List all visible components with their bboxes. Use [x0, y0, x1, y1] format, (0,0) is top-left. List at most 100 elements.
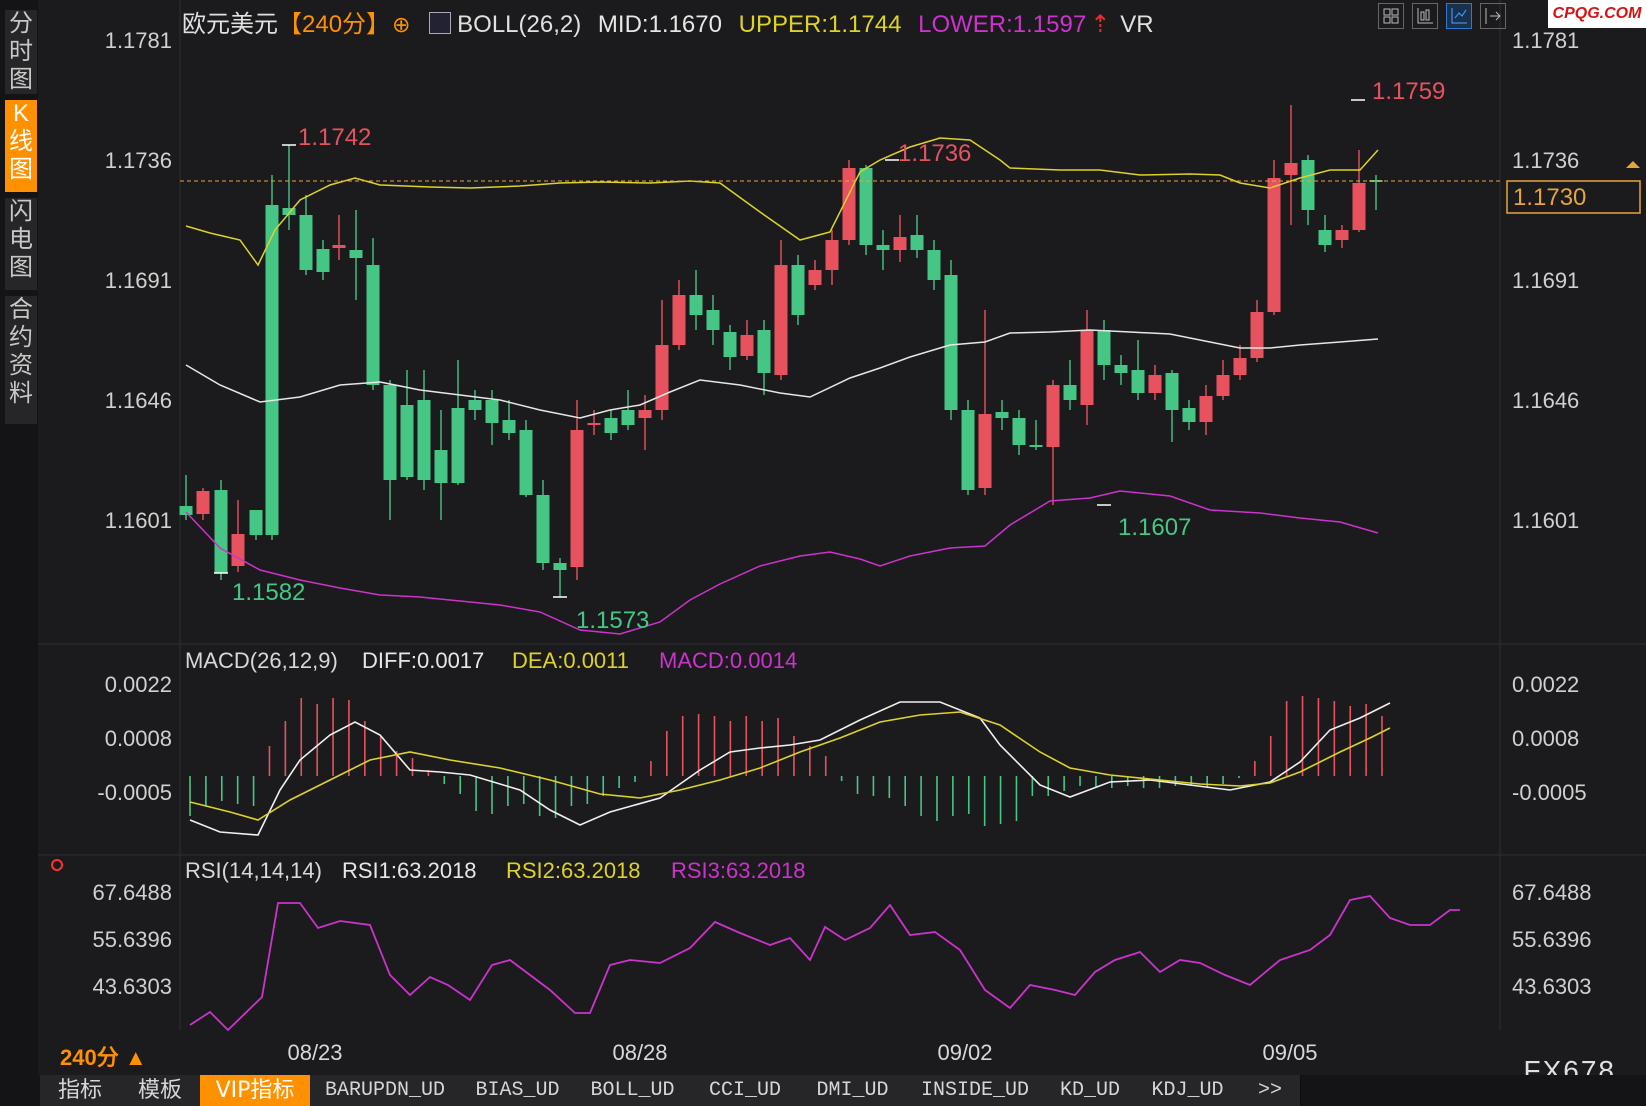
- indicator-tab[interactable]: BARUPDN_UD: [310, 1075, 461, 1106]
- macd-tick: 0.0008: [105, 726, 172, 751]
- crosshair-icon[interactable]: ⊕: [392, 12, 411, 37]
- extreme-label: 1.1573: [576, 607, 649, 634]
- indicator-tab-bar: 指标 模板 VIP指标 BARUPDN_UD BIAS_UD BOLL_UD CCI_UD D…: [0, 1075, 1646, 1106]
- grid-view-icon[interactable]: [1378, 3, 1404, 29]
- macd-value: MACD:0.0014: [659, 648, 797, 673]
- extreme-label: 1.1582: [232, 579, 305, 606]
- candle-body: [502, 420, 516, 433]
- rsi-line: [189, 895, 1460, 1032]
- candle-body: [706, 310, 720, 330]
- candle-body: [995, 412, 1009, 418]
- indicator-tab[interactable]: CCI_UD: [690, 1075, 801, 1106]
- macd-dea-line: [189, 711, 1391, 821]
- rsi-3: RSI3:63.2018: [671, 858, 806, 883]
- candle-body: [265, 205, 279, 535]
- rsi-tick: 67.6488: [92, 880, 172, 905]
- macd-tick: 0.0022: [1512, 672, 1579, 697]
- arrow-up-icon: ⇡: [1090, 11, 1111, 38]
- k-chart-icon[interactable]: [1446, 3, 1472, 29]
- price-tick: 1.1781: [105, 28, 172, 53]
- rsi-2: RSI2:63.2018: [506, 858, 641, 883]
- period-indicator[interactable]: 240分 ▲: [60, 1045, 147, 1070]
- vr-label[interactable]: VR: [1120, 11, 1154, 38]
- indicator-icon[interactable]: [429, 11, 452, 34]
- candle-body: [978, 414, 992, 488]
- tab-k-chart[interactable]: K线图: [5, 100, 37, 192]
- candle-body: [299, 215, 313, 270]
- candle-body: [1199, 396, 1213, 422]
- tab-time-chart[interactable]: 分时图: [5, 10, 37, 94]
- extreme-label: 1.1736: [898, 140, 971, 167]
- candle-body: [825, 240, 839, 270]
- rsi-tick: 55.6396: [1512, 927, 1592, 952]
- price-tick: 1.1601: [1512, 508, 1579, 533]
- candle-body: [1318, 230, 1332, 245]
- indicator-tab[interactable]: 模板: [120, 1075, 201, 1106]
- price-tick: 1.1736: [105, 148, 172, 173]
- candle-body: [553, 563, 567, 570]
- candle-body: [1046, 385, 1060, 447]
- indicator-tab[interactable]: INSIDE_UD: [905, 1075, 1046, 1106]
- candle-body: [485, 400, 499, 423]
- boll-mid: MID:1.1670: [597, 11, 722, 38]
- candle-body: [383, 385, 397, 480]
- candle-body: [1352, 183, 1366, 230]
- symbol-name: 欧元美元: [182, 11, 278, 38]
- chart-view-icon[interactable]: [1412, 3, 1438, 29]
- candle-body: [417, 400, 431, 480]
- indicator-tab[interactable]: BIAS_UD: [460, 1075, 576, 1106]
- candle-body: [638, 410, 652, 418]
- macd-tick: 0.0022: [105, 672, 172, 697]
- candle-body: [774, 265, 788, 375]
- candle-body: [366, 265, 380, 385]
- indicator-tab[interactable]: VIP指标: [200, 1075, 311, 1106]
- candle-body: [621, 410, 635, 425]
- candle-body: [179, 506, 193, 515]
- current-price-badge: [1506, 180, 1641, 214]
- brand-logo: CPQG.COM: [1548, 0, 1646, 28]
- rsi-tick: 43.6303: [92, 974, 172, 999]
- candle-body: [536, 495, 550, 563]
- chart-area[interactable]: 1.1781 1.1781 1.1736 1.1736 1.1691 1.1691 1.16…: [0, 0, 1646, 1075]
- candle-body: [1148, 375, 1162, 393]
- indicator-tab[interactable]: DMI_UD: [800, 1075, 906, 1106]
- indicator-tab[interactable]: KD_UD: [1045, 1075, 1136, 1106]
- boll-lower-line: [185, 490, 1379, 635]
- tab-label: 闪电图: [9, 198, 33, 281]
- candle-body: [1182, 408, 1196, 422]
- tab-flash-chart[interactable]: 闪电图: [5, 198, 37, 290]
- candle-body: [1335, 230, 1349, 240]
- rsi-tick: 43.6303: [1512, 974, 1592, 999]
- toolbar: [1370, 3, 1506, 29]
- candle-body: [1284, 163, 1298, 175]
- tab-contract-info[interactable]: 合约资料: [5, 296, 37, 424]
- macd-title: MACD(26,12,9): [185, 648, 338, 673]
- candle-body: [1267, 178, 1281, 312]
- candle-body: [1131, 370, 1145, 393]
- candle-body: [570, 430, 584, 567]
- indicator-tab[interactable]: >>: [1240, 1075, 1301, 1106]
- date-tick: 08/23: [287, 1040, 342, 1065]
- candle-body: [723, 332, 737, 357]
- macd-tick: 0.0008: [1512, 726, 1579, 751]
- period-label[interactable]: 【240分】: [278, 11, 391, 38]
- macd-diff: DIFF:0.0017: [362, 648, 484, 673]
- price-tick: 1.1781: [1512, 28, 1579, 53]
- rsi-tick: 67.6488: [1512, 880, 1592, 905]
- candle-body: [332, 245, 346, 248]
- rsi-tick: 55.6396: [92, 927, 172, 952]
- boll-label: BOLL(26,2): [457, 11, 582, 38]
- indicator-tab[interactable]: 指标: [40, 1075, 121, 1106]
- fullscreen-icon[interactable]: [1480, 3, 1506, 29]
- candle-body: [1097, 330, 1111, 365]
- indicator-tab[interactable]: BOLL_UD: [575, 1075, 691, 1106]
- candle-body: [1216, 375, 1230, 396]
- boll-upper-line: [185, 137, 1379, 267]
- candle-body: [808, 270, 822, 285]
- extreme-label: 1.1742: [298, 124, 371, 151]
- tab-label: 分时图: [9, 10, 33, 93]
- indicator-tab[interactable]: KDJ_UD: [1135, 1075, 1241, 1106]
- candle-body: [859, 168, 873, 245]
- candle-body: [944, 275, 958, 410]
- candle-body: [1080, 330, 1094, 405]
